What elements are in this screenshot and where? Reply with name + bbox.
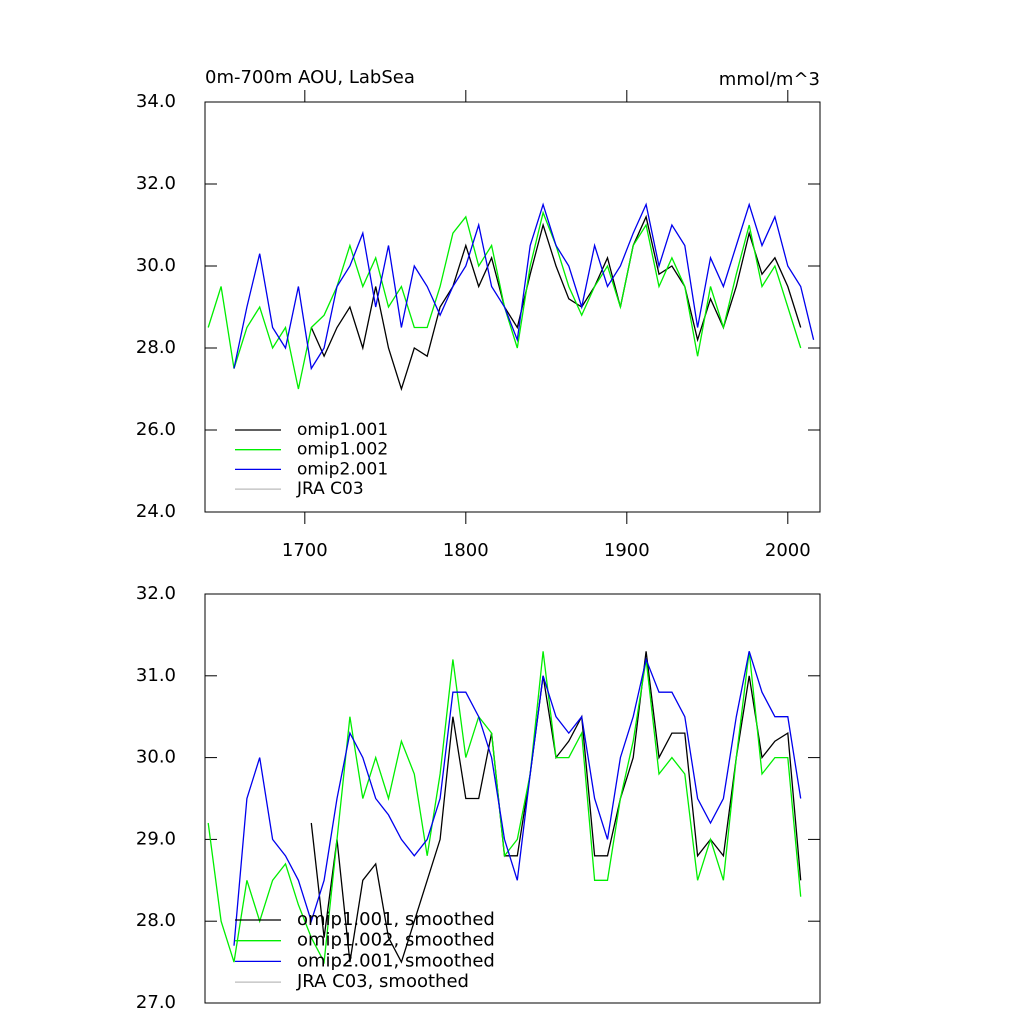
- series-line: [310, 214, 802, 392]
- units-label: mmol/m^3: [719, 69, 820, 90]
- chart-title: 0m-700m AOU, LabSea: [205, 67, 415, 88]
- y-tick-label: 28.0: [136, 910, 176, 931]
- y-tick-label: 27.0: [136, 992, 176, 1013]
- y-tick-label: 30.0: [136, 747, 176, 768]
- x-tick-label: 1800: [443, 540, 489, 561]
- y-tick-label: 26.0: [136, 419, 176, 440]
- series-line: [233, 651, 802, 946]
- x-tick-label: 1700: [282, 540, 328, 561]
- plot-frame: [204, 101, 821, 513]
- plot-frame: [204, 593, 821, 1004]
- y-tick-label: 32.0: [136, 173, 176, 194]
- x-tick-label: 2000: [765, 540, 811, 561]
- y-tick-label: 34.0: [136, 91, 176, 112]
- y-tick-label: 24.0: [136, 501, 176, 522]
- legend-label: JRA C03, smoothed: [296, 971, 469, 992]
- legend-label: omip1.002, smoothed: [297, 930, 495, 951]
- legend-label: omip1.001: [297, 420, 388, 440]
- y-tick-label: 29.0: [136, 828, 176, 849]
- y-tick-label: 28.0: [136, 337, 176, 358]
- legend-label: omip1.002: [297, 440, 388, 460]
- series-line: [233, 202, 815, 371]
- legend-label: omip1.001, smoothed: [297, 909, 495, 930]
- y-tick-label: 32.0: [136, 583, 176, 604]
- x-tick-label: 1900: [604, 540, 650, 561]
- legend-label: omip2.001, smoothed: [297, 950, 495, 971]
- series-line: [207, 651, 802, 965]
- legend-label: omip2.001: [297, 459, 388, 479]
- legend-label: JRA C03: [296, 479, 364, 499]
- y-tick-label: 31.0: [136, 665, 176, 686]
- y-tick-label: 30.0: [136, 255, 176, 276]
